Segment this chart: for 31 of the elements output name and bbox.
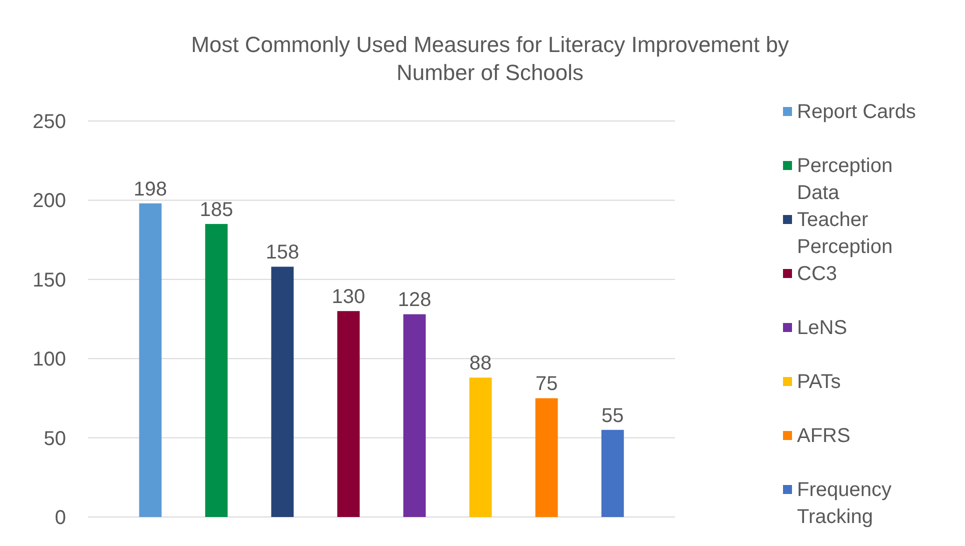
bar bbox=[205, 224, 228, 517]
legend-label: AFRS bbox=[797, 425, 850, 447]
bar bbox=[403, 314, 426, 517]
data-label: 185 bbox=[200, 198, 234, 221]
bar bbox=[271, 266, 294, 517]
bar bbox=[469, 378, 492, 517]
legend-label: Frequency Tracking bbox=[797, 479, 892, 528]
bar bbox=[139, 203, 162, 517]
legend-label: CC3 bbox=[797, 263, 838, 285]
chart-title: Most Commonly Used Measures for Literacy Improvement by Number of Schools bbox=[191, 32, 789, 85]
bar bbox=[535, 398, 558, 517]
legend-label: Report Cards bbox=[797, 101, 916, 123]
data-label: 130 bbox=[332, 286, 366, 308]
data-label: 75 bbox=[535, 373, 558, 396]
legend-label: LeNS bbox=[797, 317, 848, 339]
y-tick-label: 150 bbox=[32, 269, 66, 292]
y-tick-label: 250 bbox=[32, 111, 66, 133]
legend-label: Perception Data bbox=[797, 155, 893, 204]
data-label: 128 bbox=[398, 289, 432, 312]
y-tick-label: 200 bbox=[32, 190, 66, 212]
bar bbox=[337, 311, 360, 517]
data-label: 55 bbox=[602, 404, 624, 427]
data-label: 198 bbox=[134, 178, 168, 200]
y-tick-label: 50 bbox=[44, 428, 66, 450]
legend-label: Teacher Perception bbox=[797, 209, 893, 258]
y-tick-label: 100 bbox=[32, 348, 66, 371]
y-tick-label: 0 bbox=[54, 507, 66, 529]
bar bbox=[601, 430, 624, 517]
data-label: 158 bbox=[266, 242, 300, 264]
legend-label: PATs bbox=[797, 371, 841, 393]
data-label: 88 bbox=[469, 352, 492, 375]
